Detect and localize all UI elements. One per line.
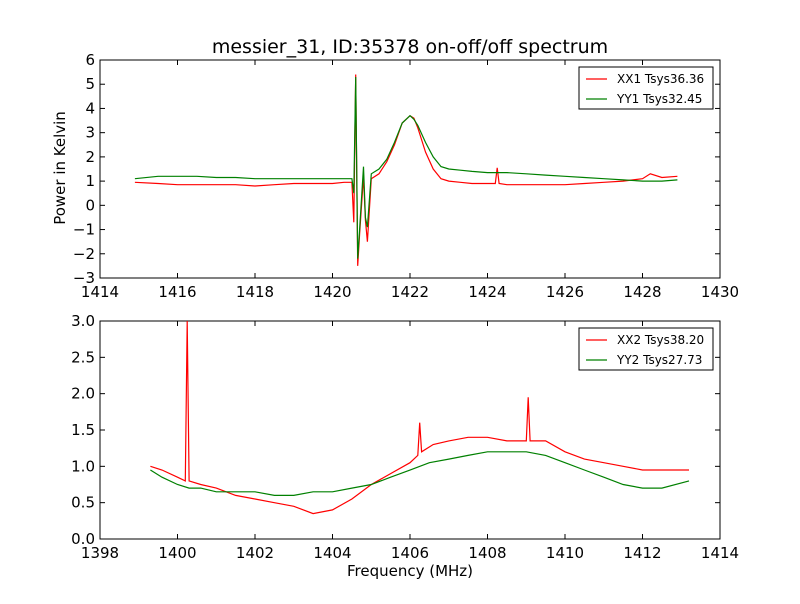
legend-label: YY1 Tsys32.45 (616, 92, 702, 106)
x-tick-label: 1416 (158, 283, 196, 301)
x-tick-label: 1412 (623, 544, 661, 562)
figure-title: messier_31, ID:35378 on-off/off spectrum (212, 36, 608, 58)
series-line-yy (134, 76, 678, 259)
x-tick-label: 1428 (623, 283, 661, 301)
bottom-panel: 1398 1400 1402 1404 1406 1408 1410 1412 1414 0.0 0… (71, 312, 739, 562)
x-tick-label: 1414 (81, 283, 119, 301)
y-tick-label: 0 (85, 196, 95, 214)
y-tick-label: 1.5 (71, 421, 95, 439)
x-tick-label: 1430 (701, 283, 739, 301)
y-tick-label: −3 (73, 269, 95, 287)
legend: XX1 Tsys36.36 YY1 Tsys32.45 (578, 66, 714, 110)
y-tick-label: 2.5 (71, 348, 95, 366)
x-tick-label: 1422 (391, 283, 429, 301)
y-tick-label: 6 (85, 51, 95, 69)
x-tick-label: 1408 (468, 544, 506, 562)
y-tick-label: 3.0 (71, 312, 95, 330)
x-tick-label: 1418 (236, 283, 274, 301)
x-tick-label: 1406 (391, 544, 429, 562)
legend-label: XX2 Tsys38.20 (617, 333, 704, 347)
series-line-xx (150, 321, 689, 515)
x-tick-label: 1414 (701, 544, 739, 562)
x-tick-label: 1410 (546, 544, 584, 562)
y-tick-label: −1 (73, 221, 95, 239)
x-tick-label: 1424 (468, 283, 506, 301)
x-tick-label: 1404 (313, 544, 351, 562)
x-tick-label: 1426 (546, 283, 584, 301)
x-tick-label: 1400 (158, 544, 196, 562)
y-tick-label: 4 (85, 99, 95, 117)
y-tick-label: 5 (85, 75, 95, 93)
x-tick-label: 1398 (81, 544, 119, 562)
top-panel: 1414 1416 1418 1420 1422 1424 1426 1428 1430−3−2… (73, 51, 739, 301)
y-tick-label: 0.5 (71, 494, 95, 512)
y-tick-label: 1.0 (71, 457, 95, 475)
y-tick-label: 2.0 (71, 385, 95, 403)
y-tick-label: 0.0 (71, 530, 95, 548)
y-tick-label: 3 (85, 124, 95, 142)
legend-label: YY2 Tsys27.73 (616, 353, 702, 367)
bottom-x-axis-label: Frequency (MHz) (347, 562, 473, 580)
x-tick-label: 1420 (313, 283, 351, 301)
y-tick-label: 2 (85, 148, 95, 166)
legend: XX2 Tsys38.20 YY2 Tsys27.73 (578, 327, 714, 371)
y-tick-label: −2 (73, 245, 95, 263)
legend-box (578, 66, 714, 110)
series-line-yy (150, 451, 690, 496)
legend-box (578, 327, 714, 371)
top-y-axis-label: Power in Kelvin (51, 111, 69, 225)
y-tick-label: 1 (85, 172, 95, 190)
x-tick-label: 1402 (236, 544, 274, 562)
legend-label: XX1 Tsys36.36 (617, 72, 704, 86)
